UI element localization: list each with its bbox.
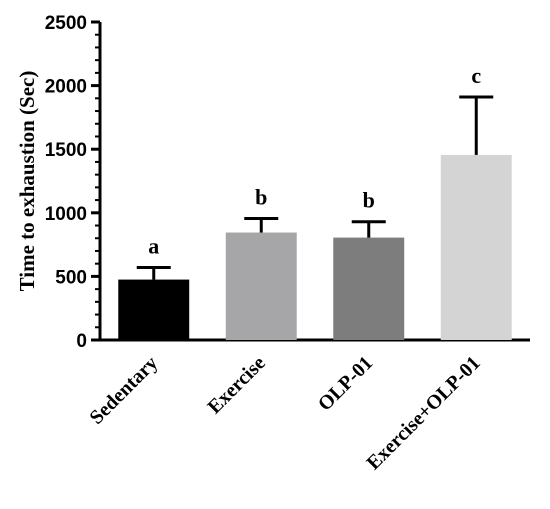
bar-3 <box>440 154 512 340</box>
y-tick-labels: 0 500 1000 1500 2000 2500 <box>45 13 87 352</box>
y-tick-label: 2000 <box>45 77 87 98</box>
significance-label: b <box>363 188 375 213</box>
x-category-label: OLP-01 <box>314 352 377 415</box>
bar-2 <box>333 237 405 340</box>
x-category-label: Exercise <box>203 352 269 418</box>
x-category-label: Exercise+OLP-01 <box>362 352 484 474</box>
x-category-label: Sedentary <box>85 352 162 429</box>
y-tick-label: 1000 <box>45 204 87 225</box>
y-axis-title: Time to exhaustion (Sec) <box>15 71 39 292</box>
y-tick-label: 500 <box>55 267 87 288</box>
significance-label: b <box>255 185 267 210</box>
y-tick-label: 2500 <box>45 13 87 34</box>
bar-0 <box>118 279 190 340</box>
bars <box>118 154 512 340</box>
significance-labels: a b b c <box>148 63 481 258</box>
significance-label: c <box>471 63 481 88</box>
error-bars <box>136 95 494 280</box>
y-tick-label: 0 <box>76 331 87 352</box>
y-tick-label: 1500 <box>45 140 87 161</box>
significance-label: a <box>148 233 159 258</box>
bar-1 <box>225 232 297 340</box>
